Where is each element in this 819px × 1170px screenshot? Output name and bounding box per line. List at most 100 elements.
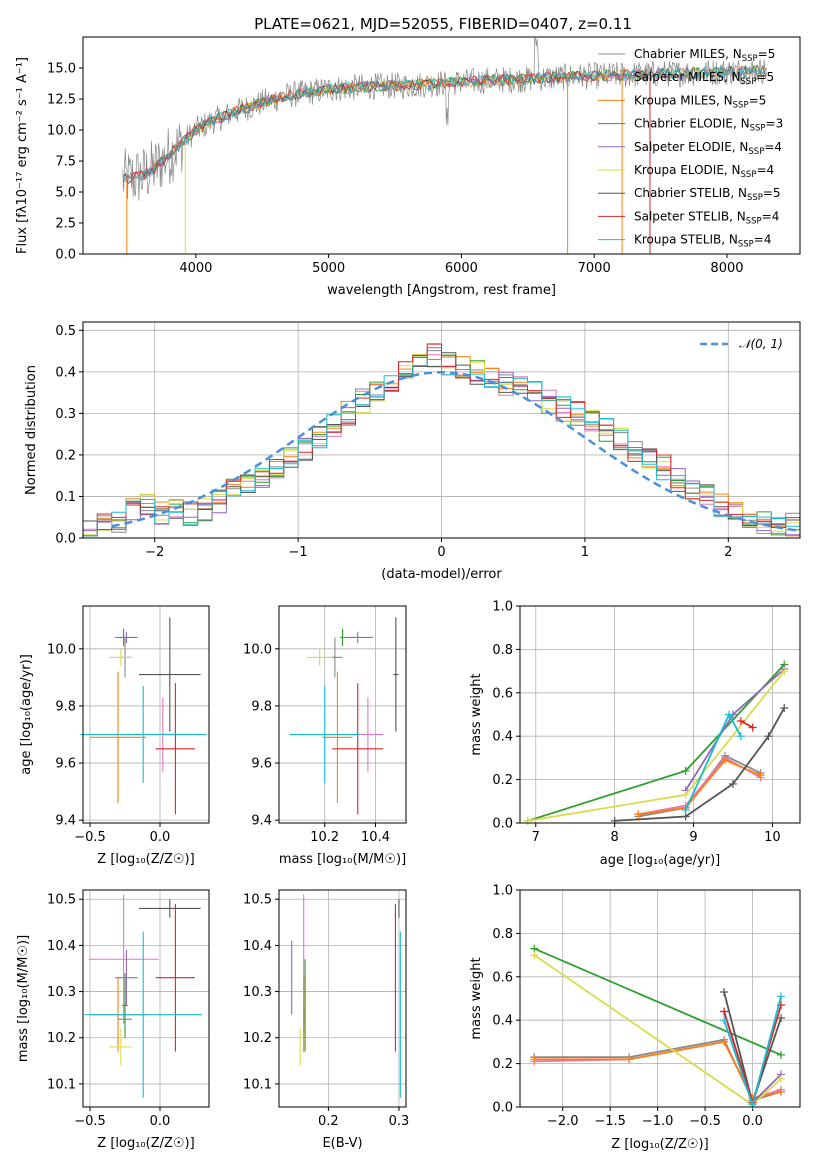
x-axis-label: Z [log₁₀(Z/Z☉)]	[611, 1137, 708, 1152]
legend-label: Chabrier MILES, NSSP=5	[634, 47, 775, 64]
x-tick-label: 8000	[710, 261, 743, 276]
x-tick-label: −1	[289, 545, 308, 560]
legend-label: Chabrier STELIB, NSSP=5	[634, 186, 781, 203]
y-tick-label: 10.0	[47, 642, 76, 657]
panel-spectrum: 4000 5000 6000 7000 8000 0.0 2.5 5.0 7.5 10.0 12.5…	[15, 36, 801, 298]
weight-marker	[736, 732, 745, 741]
weight-line	[527, 670, 785, 822]
x-tick-label: −2	[145, 545, 164, 560]
legend-label: 𝒩(0, 1)	[739, 337, 783, 351]
y-tick-label: 9.6	[55, 757, 76, 772]
plot-frame	[82, 889, 210, 1108]
y-axis-label: Normed distribution	[24, 365, 39, 495]
panel-mass_vs_ebv: 0.2 0.3 10.1 10.2 10.3 10.4 10.5 E(B-V)	[243, 889, 409, 1151]
x-tick-label: 6000	[445, 261, 478, 276]
x-tick-label: −1.5	[594, 1114, 626, 1129]
x-tick-label: 0.0	[742, 1114, 763, 1129]
weight-marker	[725, 710, 734, 719]
x-axis-label: age [log₁₀(age/yr)]	[600, 853, 721, 868]
y-tick-label: 10.5	[47, 893, 76, 908]
y-tick-label: 0.0	[492, 817, 513, 832]
x-axis-label: E(B-V)	[322, 1136, 362, 1151]
weight-marker	[720, 1007, 729, 1016]
x-tick-label: 4000	[179, 261, 212, 276]
y-tick-label: 0.8	[492, 643, 513, 658]
y-tick-label: 10.2	[47, 1031, 76, 1046]
x-tick-label: 0.0	[150, 830, 171, 845]
weight-marker	[728, 779, 737, 788]
plot-frame	[82, 605, 210, 824]
spectrum-model-line	[122, 65, 766, 182]
x-tick-label: 9	[689, 830, 697, 845]
legend-label: Kroupa STELIB, NSSP=4	[634, 233, 772, 250]
weight-marker	[756, 771, 765, 780]
weight-marker	[777, 1050, 786, 1059]
weight-line	[533, 947, 782, 1056]
weight-marker	[720, 1016, 729, 1025]
weight-marker	[720, 1037, 729, 1046]
y-tick-label: 10.1	[47, 1077, 76, 1092]
legend-label: Kroupa MILES, NSSP=5	[634, 93, 766, 110]
panel-mass_vs_Z: −0.5 0.0 10.1 10.2 10.3 10.4 10.5 Z [log₁₀(Z/Z☉…	[16, 889, 210, 1151]
weight-marker	[681, 790, 690, 799]
y-tick-label: 2.5	[55, 217, 76, 232]
x-tick-label: −0.5	[689, 1114, 721, 1129]
y-axis-label: Flux [fλ10⁻¹⁷ erg cm⁻² s⁻¹ A⁻¹]	[15, 57, 30, 254]
y-tick-label: 0.5	[55, 324, 76, 339]
x-tick-label: 5000	[312, 261, 345, 276]
x-tick-label: −1.0	[642, 1114, 674, 1129]
y-tick-label: 0.2	[492, 773, 513, 788]
y-tick-label: 0.6	[492, 686, 513, 701]
x-tick-label: 2	[724, 545, 732, 560]
y-tick-label: 0.0	[492, 1101, 513, 1116]
y-tick-label: 7.5	[55, 155, 76, 170]
weight-line	[684, 668, 785, 791]
x-tick-label: 7	[532, 830, 540, 845]
x-tick-label: −2.0	[547, 1114, 579, 1129]
histogram-line	[83, 343, 800, 537]
weight-marker	[681, 805, 690, 814]
weight-marker	[764, 732, 773, 741]
weight-line	[527, 663, 785, 822]
weight-line	[638, 756, 762, 816]
weight-marker	[720, 987, 729, 996]
weight-marker	[777, 1014, 786, 1023]
x-axis-label: (data-model)/error	[381, 567, 502, 582]
y-tick-label: 9.6	[251, 757, 272, 772]
x-tick-label: 7000	[578, 261, 611, 276]
weight-marker	[777, 992, 786, 1001]
legend-label: Salpeter MILES, NSSP=5	[634, 70, 774, 87]
plot-frame	[82, 321, 801, 539]
y-tick-label: 0.0	[55, 248, 76, 263]
weight-marker	[634, 810, 643, 819]
x-axis-label: Z [log₁₀(Z/Z☉)]	[97, 852, 194, 867]
weight-marker	[681, 766, 690, 775]
y-tick-label: 9.8	[55, 699, 76, 714]
x-tick-label: 10.2	[310, 830, 339, 845]
y-tick-label: 0.1	[55, 490, 76, 505]
y-tick-label: 1.0	[492, 600, 513, 615]
plot-frame	[278, 605, 407, 824]
panel-weight_vs_Z: −2.0 −1.5 −1.0 −0.5 0.0 0.0 0.2 0.4 0.6 0.8 1.0 Z […	[469, 884, 801, 1152]
weight-marker	[625, 1055, 634, 1064]
y-tick-label: 9.8	[251, 699, 272, 714]
panel-age_vs_mass: 10.2 10.4 9.4 9.6 9.8 10.0 mass [log₁₀(M/M☉)]	[243, 605, 407, 867]
panel-weight_vs_age: 7 8 9 10 0.0 0.2 0.4 0.6 0.8 1.0 age [log₁₀(age/yr…	[469, 600, 801, 868]
x-tick-label: −0.5	[74, 830, 106, 845]
weight-marker	[780, 703, 789, 712]
weight-line	[638, 759, 761, 816]
weight-marker	[721, 756, 730, 765]
weight-marker	[523, 816, 532, 825]
y-tick-label: 0.3	[55, 407, 76, 422]
y-tick-label: 0.2	[55, 448, 76, 463]
y-tick-label: 9.4	[55, 814, 76, 829]
x-tick-label: −0.5	[74, 1114, 106, 1129]
plot-frame	[519, 605, 801, 824]
x-axis-label: mass [log₁₀(M/M☉)]	[279, 852, 406, 867]
weight-marker	[610, 816, 619, 825]
weight-marker	[530, 1055, 539, 1064]
plot-frame	[519, 889, 801, 1108]
y-tick-label: 0.4	[55, 365, 76, 380]
y-tick-label: 0.2	[492, 1057, 513, 1072]
x-tick-label: 1	[581, 545, 589, 560]
